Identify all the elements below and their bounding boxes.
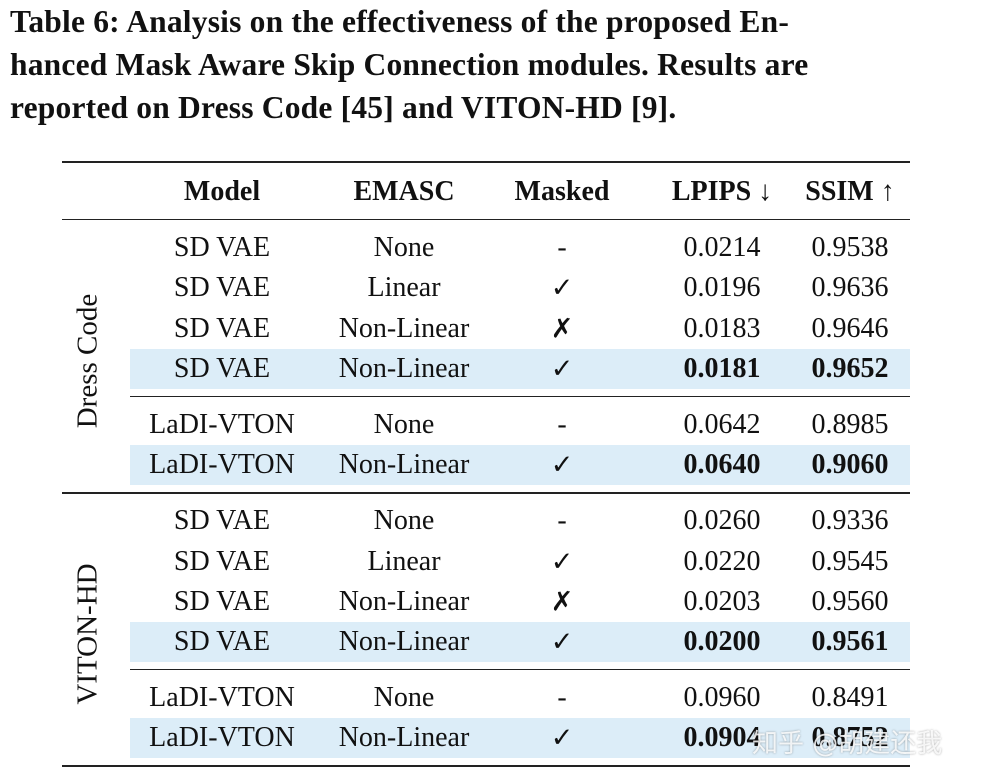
- table-cell: 0.9646: [811, 312, 889, 344]
- table-cell: Non-Linear: [338, 312, 470, 344]
- table-cell: 0.9636: [811, 272, 889, 304]
- bottom-rule: [62, 765, 910, 768]
- table-cell: None: [373, 408, 435, 440]
- table-cell: None: [373, 505, 435, 537]
- top-rule: [62, 161, 910, 163]
- table-cell: None: [373, 682, 435, 714]
- table-cell: -: [557, 505, 567, 537]
- block-rule: [130, 395, 910, 397]
- table-cell: Non-Linear: [338, 449, 470, 481]
- block-rule: [130, 669, 910, 671]
- table-cell: 0.9545: [811, 545, 889, 577]
- table-cell: Non-Linear: [338, 585, 470, 617]
- group-label: Dress Code: [71, 293, 104, 428]
- highlight-row: [130, 622, 910, 663]
- table-cell: SD VAE: [173, 585, 271, 617]
- table-cell: 0.9652: [811, 352, 889, 384]
- table-cell: ✗: [550, 313, 574, 345]
- table-cell: 0.0220: [683, 545, 761, 577]
- table-cell: ✓: [550, 626, 574, 658]
- highlight-row: [130, 348, 910, 389]
- header-cell: LPIPS ↓: [671, 176, 773, 207]
- table-cell: ✓: [550, 546, 574, 577]
- table-cell: SD VAE: [173, 272, 271, 304]
- table-cell: SD VAE: [173, 505, 271, 537]
- table-cell: ✓: [550, 272, 574, 304]
- table-cell: Non-Linear: [338, 626, 470, 658]
- table-cell: 0.9336: [811, 505, 889, 537]
- table-cell: Linear: [367, 545, 441, 577]
- table-cell: ✓: [550, 449, 574, 481]
- table-cell: LaDI-VTON: [149, 682, 295, 714]
- caption-line: hanced Mask Aware Skip Connection module…: [10, 47, 809, 82]
- table-cell: LaDI-VTON: [149, 449, 295, 481]
- table-cell: -: [557, 232, 567, 263]
- header-rule: [62, 219, 910, 220]
- group-rule: [62, 492, 910, 495]
- table-cell: SD VAE: [173, 352, 271, 384]
- table-cell: Non-Linear: [338, 722, 470, 754]
- table-cell: ✗: [550, 586, 574, 618]
- table-cell: 0.0260: [683, 505, 761, 537]
- table-cell: Linear: [367, 272, 441, 304]
- table-cell: 0.9560: [811, 585, 889, 617]
- table-cell: LaDI-VTON: [149, 408, 295, 440]
- table-cell: 0.9060: [811, 449, 889, 481]
- header-cell: EMASC: [353, 176, 455, 207]
- table-cell: Non-Linear: [338, 352, 470, 384]
- table-cell: 0.9538: [811, 232, 889, 263]
- header-cell: Masked: [514, 176, 610, 207]
- table-cell: ✓: [550, 722, 574, 754]
- table-cell: 0.8752: [811, 722, 889, 754]
- table-cell: SD VAE: [173, 312, 271, 344]
- caption-line: reported on Dress Code [45] and VITON-HD…: [10, 90, 677, 125]
- table-cell: 0.0960: [683, 682, 761, 714]
- table-cell: 0.8985: [811, 408, 889, 440]
- table-cell: 0.0183: [683, 312, 761, 344]
- table-cell: 0.0203: [683, 585, 761, 617]
- table-cell: -: [557, 682, 567, 714]
- table-cell: 0.0904: [683, 722, 761, 754]
- header-cell: Model: [183, 176, 261, 207]
- table-cell: 0.0200: [683, 626, 761, 658]
- table-cell: 0.8491: [811, 682, 889, 714]
- table-cell: SD VAE: [173, 626, 271, 658]
- table-cell: 0.0640: [683, 449, 761, 481]
- table-cell: LaDI-VTON: [149, 722, 295, 754]
- header-cell: SSIM ↑: [805, 176, 895, 207]
- caption-line: Table 6: Analysis on the effectiveness o…: [10, 4, 790, 39]
- highlight-row: [130, 445, 910, 486]
- table-cell: 0.0181: [683, 352, 761, 384]
- table-cell: 0.9561: [811, 626, 889, 658]
- table-cell: 0.0196: [683, 272, 761, 304]
- watermark: 知乎 @胡建还我: [752, 729, 943, 759]
- table-cell: SD VAE: [173, 545, 271, 577]
- table-cell: 0.0214: [683, 232, 761, 263]
- highlight-row: [130, 718, 910, 759]
- table-cell: SD VAE: [173, 232, 271, 263]
- table-cell: -: [557, 408, 567, 440]
- group-label: VITON-HD: [71, 563, 104, 705]
- table-cell: 0.0642: [683, 408, 761, 440]
- table-cell: None: [373, 232, 435, 263]
- table-cell: ✓: [550, 353, 574, 385]
